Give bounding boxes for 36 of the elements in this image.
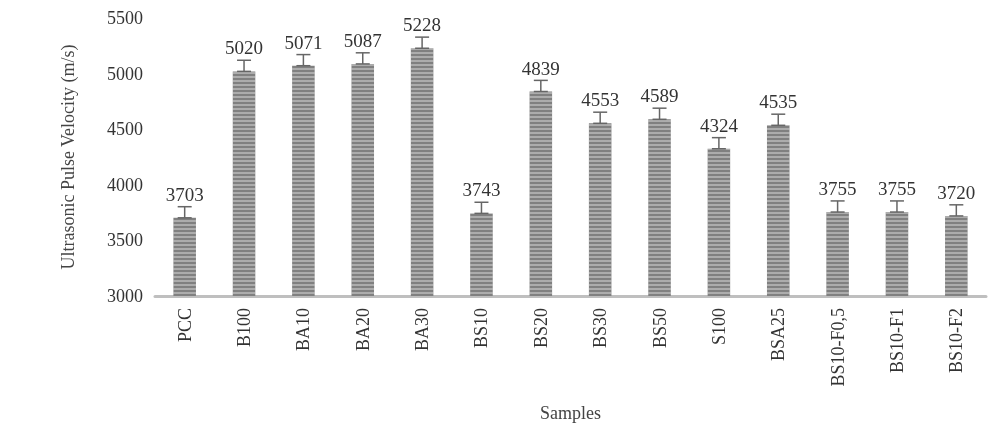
x-tick-label: BS20 bbox=[530, 308, 551, 349]
y-tick-label: 5500 bbox=[107, 8, 143, 28]
x-tick-label: BS50 bbox=[649, 308, 670, 349]
data-label: 3755 bbox=[877, 178, 916, 200]
data-label: 3743 bbox=[462, 179, 501, 201]
y-tick-label: 3000 bbox=[107, 286, 143, 306]
y-tick-label: 4000 bbox=[107, 174, 143, 195]
x-axis-title: Samples bbox=[540, 403, 601, 423]
data-label: 5228 bbox=[403, 14, 442, 36]
y-tick-label: 4500 bbox=[107, 119, 143, 140]
data-label: 5020 bbox=[225, 37, 264, 59]
x-tick-label: PCC bbox=[174, 308, 195, 343]
x-tick-label: BA20 bbox=[352, 308, 373, 352]
data-label: 3720 bbox=[937, 181, 976, 203]
x-tick-label: BA30 bbox=[412, 308, 433, 352]
data-label: 3703 bbox=[165, 183, 204, 205]
data-label: 3755 bbox=[818, 178, 857, 200]
x-tick-label: S100 bbox=[708, 308, 729, 346]
data-label: 5071 bbox=[284, 31, 323, 53]
data-label: 4324 bbox=[699, 114, 739, 136]
x-tick-label: BS10-F2 bbox=[946, 308, 967, 374]
data-label: 4553 bbox=[581, 89, 620, 111]
x-tick-label: BA10 bbox=[293, 308, 314, 352]
x-tick-label: B100 bbox=[234, 308, 255, 348]
data-label: 5087 bbox=[343, 29, 382, 51]
x-tick-label: BS10-F0,5 bbox=[827, 308, 848, 387]
x-tick-label: BS10 bbox=[471, 308, 492, 349]
y-axis-title: Ultrasonic Pulse Velocity (m/s) bbox=[58, 44, 79, 270]
data-label: 4589 bbox=[640, 85, 679, 107]
data-label: 4535 bbox=[759, 91, 798, 113]
x-tick-label: BSA25 bbox=[768, 308, 789, 362]
x-tick-label: BS10-F1 bbox=[886, 308, 907, 374]
x-tick-label: BS30 bbox=[590, 308, 611, 349]
data-label: 4839 bbox=[521, 57, 560, 79]
y-tick-label: 3500 bbox=[107, 230, 143, 251]
y-tick-label: 5000 bbox=[107, 63, 143, 84]
